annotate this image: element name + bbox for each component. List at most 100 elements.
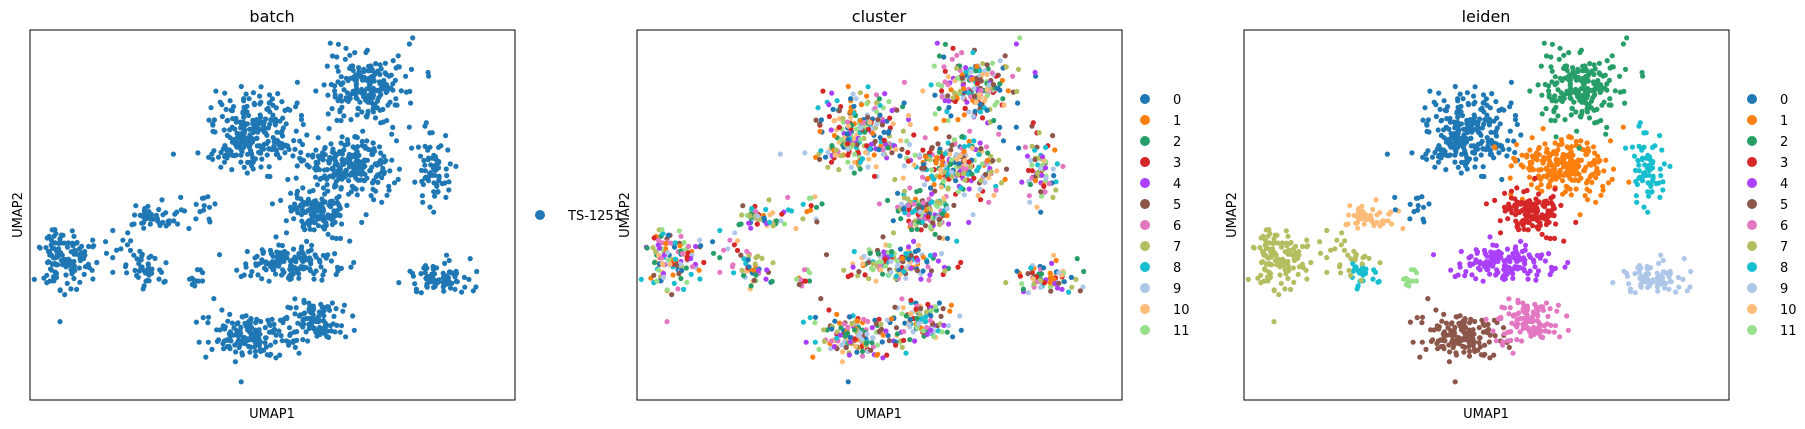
data-point [1638, 281, 1644, 287]
data-point [1529, 165, 1535, 171]
data-point [1578, 86, 1584, 92]
data-point [1074, 256, 1080, 262]
data-point [277, 317, 283, 323]
data-point [1478, 173, 1485, 179]
data-point [1532, 175, 1538, 181]
data-point [1566, 133, 1572, 140]
data-point [1425, 117, 1431, 123]
data-point [1452, 123, 1458, 129]
data-point [231, 137, 237, 143]
data-point [905, 116, 912, 123]
data-point [366, 68, 372, 74]
data-point [1519, 152, 1525, 158]
data-point [293, 128, 299, 134]
data-point [1552, 74, 1558, 80]
data-point [808, 203, 814, 209]
data-point [855, 333, 862, 339]
data-point [1034, 170, 1041, 176]
data-point [286, 342, 292, 348]
legend-marker [1140, 283, 1150, 293]
data-point [1424, 121, 1430, 127]
data-point [386, 187, 392, 193]
data-point [759, 255, 765, 261]
data-point [1663, 280, 1669, 286]
data-point [1262, 237, 1268, 243]
data-point [896, 267, 902, 273]
data-point [1518, 162, 1524, 168]
data-point [444, 252, 450, 258]
data-point [1643, 130, 1649, 136]
data-point [900, 128, 906, 134]
data-point [1373, 197, 1379, 203]
data-point [1581, 63, 1587, 69]
data-point [76, 265, 82, 271]
data-point [1481, 121, 1487, 127]
data-point [127, 247, 134, 253]
data-point [351, 259, 357, 266]
data-point [359, 109, 365, 115]
data-point [329, 53, 336, 59]
data-point [1543, 216, 1549, 223]
data-point [337, 213, 343, 219]
data-point [888, 258, 894, 264]
data-point [875, 351, 881, 357]
data-point [1051, 276, 1057, 282]
data-point [906, 244, 912, 250]
data-point [1337, 262, 1343, 268]
data-point [899, 296, 905, 302]
data-point [866, 276, 872, 282]
data-point [857, 159, 863, 165]
data-point [1435, 127, 1441, 133]
data-point [1565, 185, 1571, 191]
data-point [1465, 125, 1471, 131]
data-point [353, 170, 360, 176]
data-point [335, 268, 341, 274]
data-point [156, 206, 162, 213]
data-point [1002, 53, 1008, 59]
data-point [422, 143, 428, 149]
data-point [1471, 93, 1477, 99]
data-point [1457, 141, 1463, 148]
data-point [1508, 188, 1515, 194]
data-point [906, 141, 913, 148]
data-point [367, 80, 373, 87]
legend-marker [1140, 241, 1150, 251]
data-point [984, 62, 990, 68]
data-point [971, 86, 977, 92]
data-point [311, 227, 317, 233]
data-point [941, 117, 947, 123]
data-point [1499, 304, 1505, 310]
data-point [347, 52, 353, 58]
data-point [1473, 259, 1479, 265]
data-point [1553, 104, 1559, 110]
data-point [1279, 240, 1285, 246]
data-point [1424, 128, 1430, 134]
data-point [1433, 113, 1439, 120]
data-point [1515, 221, 1521, 227]
data-point [927, 272, 933, 278]
data-point [1555, 302, 1561, 308]
data-point [1495, 258, 1501, 264]
data-point [425, 69, 431, 76]
data-point [1288, 239, 1294, 246]
data-point [944, 109, 950, 115]
data-point [279, 128, 285, 134]
data-point [884, 352, 890, 358]
data-point [332, 94, 338, 100]
data-point [857, 166, 863, 172]
data-point [1568, 149, 1574, 155]
data-point [201, 195, 207, 201]
data-point [282, 248, 288, 255]
data-point [968, 94, 974, 100]
data-point [810, 354, 816, 360]
data-point [1569, 177, 1575, 183]
data-point [973, 68, 979, 74]
data-point [425, 147, 431, 153]
data-point [1543, 106, 1549, 112]
data-point [889, 150, 895, 156]
data-point [900, 305, 906, 311]
data-point [447, 161, 453, 167]
data-point [390, 81, 396, 87]
data-point [223, 106, 229, 112]
data-point [1452, 83, 1458, 90]
